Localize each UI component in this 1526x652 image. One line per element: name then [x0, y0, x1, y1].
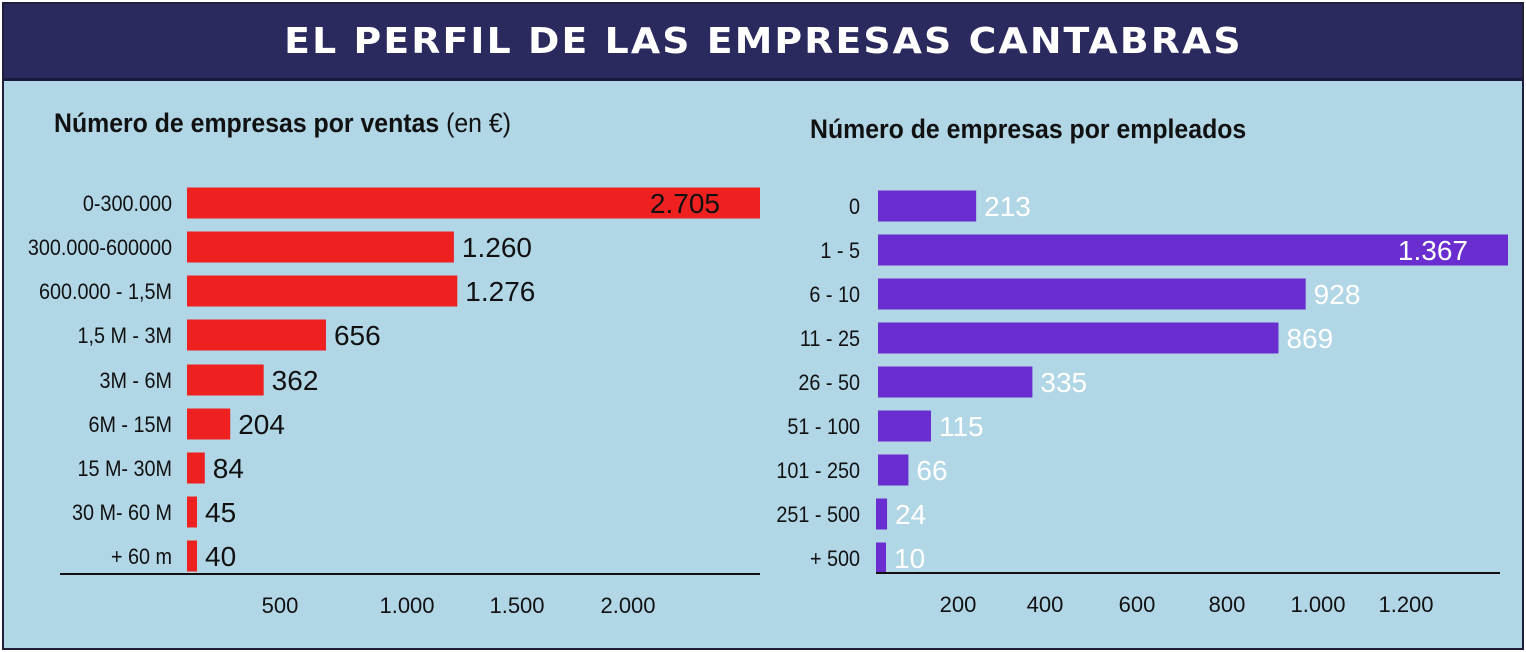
employees-value-label: 1.367 — [1398, 235, 1468, 266]
employees-category-label: 11 - 25 — [800, 327, 860, 351]
employees-bar — [876, 542, 886, 574]
sales-bar — [187, 540, 197, 572]
sales-value-label: 656 — [334, 320, 381, 351]
employees-chart-title: Número de empresas por empleados — [810, 114, 1246, 145]
employees-category-label: 101 - 250 — [776, 459, 860, 483]
employees-category-label: 26 - 50 — [798, 371, 860, 395]
sales-bar — [187, 187, 760, 219]
employees-bar — [876, 498, 888, 530]
employees-value-label: 869 — [1286, 323, 1333, 354]
employees-bar — [878, 410, 931, 442]
employees-category-label: 0 — [849, 195, 860, 219]
sales-bar — [187, 364, 264, 396]
sales-value-label: 362 — [272, 365, 319, 396]
sales-tick-label: 500 — [262, 593, 299, 618]
employees-tick-label: 1.000 — [1290, 592, 1345, 617]
sales-category-label: 0-300.000 — [83, 192, 172, 216]
employees-value-label: 24 — [895, 499, 926, 530]
sales-tick-label: 1.500 — [489, 593, 544, 618]
employees-bar — [878, 278, 1306, 310]
employees-value-label: 213 — [984, 191, 1031, 222]
employees-category-label: 51 - 100 — [787, 415, 860, 439]
sales-value-label: 45 — [205, 497, 236, 528]
sales-category-label: 300.000-600000 — [28, 236, 172, 260]
employees-value-label: 335 — [1040, 367, 1087, 398]
employees-category-label: 251 - 500 — [776, 503, 860, 527]
sales-value-label: 1.276 — [465, 276, 535, 307]
sales-chart-title-unit: (en €) — [446, 108, 511, 138]
sales-tick-label: 1.000 — [379, 593, 434, 618]
sales-value-label: 1.260 — [462, 232, 532, 263]
sales-chart-title: Número de empresas por ventas (en €) — [54, 108, 511, 139]
title-banner: EL PERFIL DE LAS EMPRESAS CANTABRAS — [4, 4, 1522, 81]
employees-category-label: 1 - 5 — [820, 239, 860, 263]
employees-bar — [878, 190, 977, 222]
sales-category-label: 30 M- 60 M — [72, 501, 172, 525]
sales-tick-label: 2.000 — [600, 593, 655, 618]
employees-bar — [878, 454, 909, 486]
sales-value-label: 84 — [213, 453, 244, 484]
sales-category-label: 1,5 M - 3M — [77, 324, 172, 348]
employees-tick-label: 400 — [1027, 592, 1064, 617]
employees-category-label: 6 - 10 — [809, 283, 860, 307]
sales-bar — [187, 496, 197, 528]
employees-bar — [878, 366, 1033, 398]
sales-bar — [187, 319, 326, 351]
employees-value-label: 928 — [1314, 279, 1361, 310]
sales-category-label: 3M - 6M — [99, 369, 172, 393]
page-title: EL PERFIL DE LAS EMPRESAS CANTABRAS — [283, 20, 1243, 62]
sales-value-label: 204 — [238, 409, 285, 440]
employees-tick-label: 200 — [940, 592, 977, 617]
employees-chart-title-text: Número de empresas por empleados — [810, 114, 1247, 144]
employees-tick-label: 800 — [1209, 592, 1246, 617]
employees-tick-label: 1.200 — [1378, 592, 1433, 617]
employees-bar — [878, 234, 1508, 266]
sales-bar — [187, 275, 458, 307]
sales-category-label: 600.000 - 1,5M — [39, 280, 172, 304]
sales-bar — [187, 408, 231, 440]
sales-value-label: 2.705 — [650, 188, 720, 219]
sales-category-label: + 60 m — [111, 545, 172, 569]
employees-category-label: + 500 — [810, 547, 860, 571]
sales-value-label: 40 — [205, 541, 236, 572]
sales-category-label: 6M - 15M — [88, 413, 172, 437]
sales-bar — [187, 452, 205, 484]
sales-bar — [187, 231, 454, 263]
employees-tick-label: 600 — [1119, 592, 1156, 617]
employees-bar — [878, 322, 1279, 354]
employees-value-label: 10 — [894, 543, 925, 574]
sales-category-label: 15 M- 30M — [77, 457, 172, 481]
employees-value-label: 115 — [939, 411, 984, 442]
employees-value-label: 66 — [916, 455, 947, 486]
sales-chart-title-text: Número de empresas por ventas — [54, 108, 440, 138]
